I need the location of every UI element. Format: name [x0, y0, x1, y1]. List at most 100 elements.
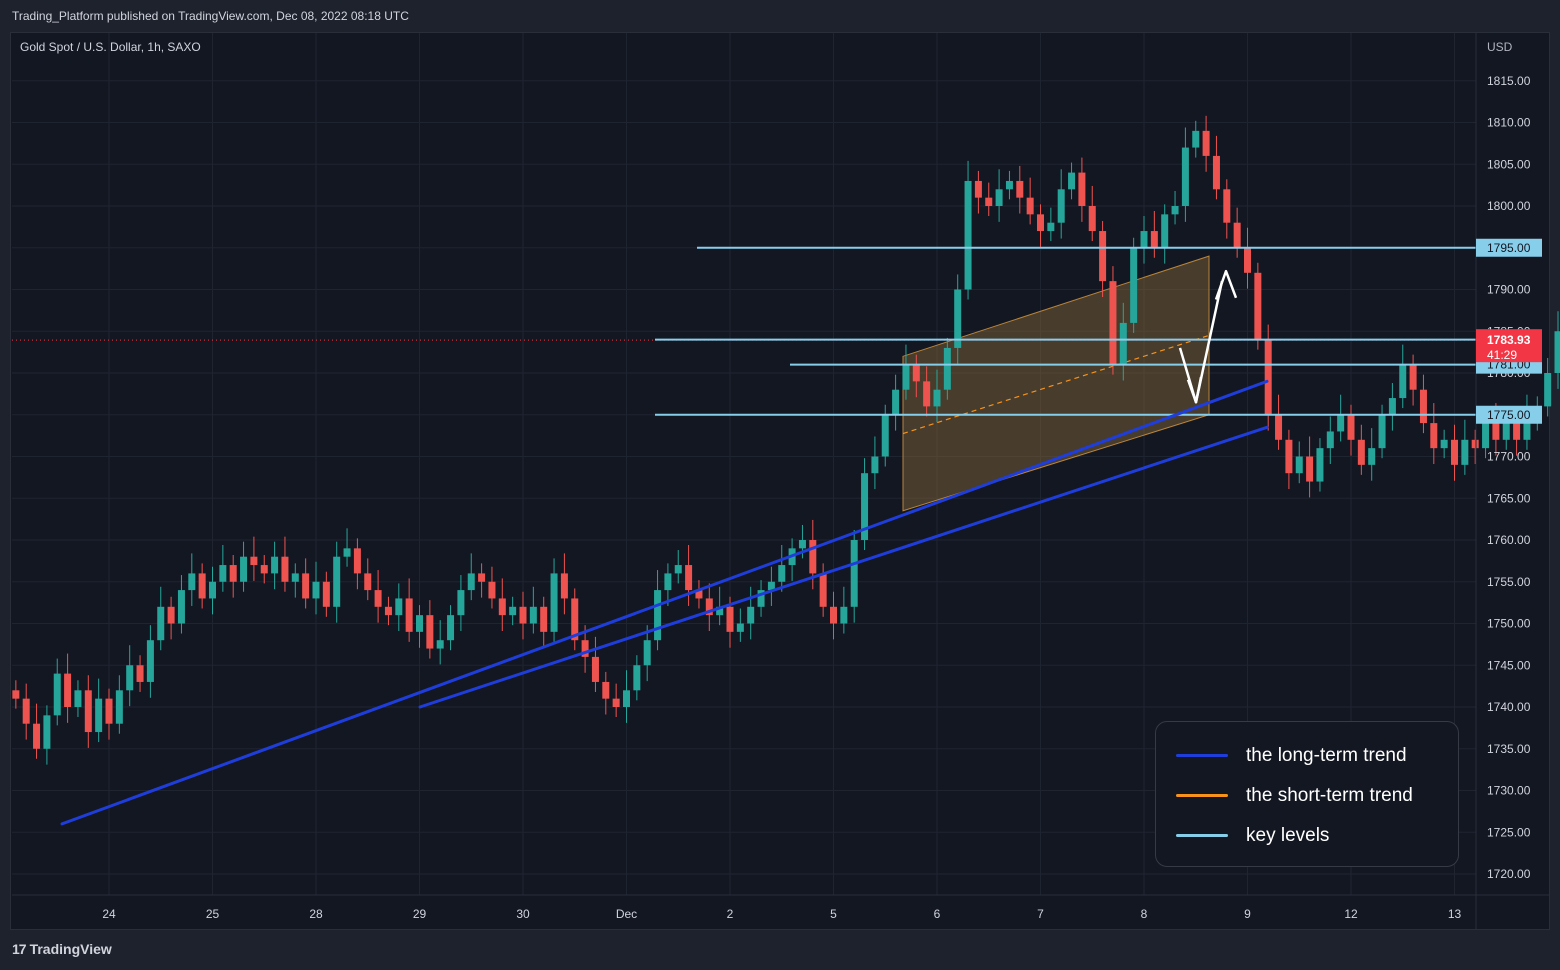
candle-body [1005, 180, 1013, 190]
candle-body [498, 598, 506, 616]
candle-body [550, 573, 558, 632]
candle-body [705, 598, 713, 616]
y-tick-label: 1760.00 [1487, 533, 1531, 547]
candle-body [529, 606, 537, 624]
candle-body [1099, 231, 1107, 282]
candle-body [1192, 130, 1200, 148]
candle-body [105, 698, 113, 724]
candle-body [1130, 247, 1138, 323]
candle-body [1399, 364, 1407, 399]
candle-body [830, 606, 837, 624]
candle-body [819, 573, 827, 607]
candle-body [43, 715, 51, 749]
candle-body [353, 548, 361, 574]
tradingview-logo[interactable]: 17 TradingView [12, 941, 112, 957]
candle-body [302, 573, 310, 599]
candle-body [1285, 439, 1293, 474]
candle-body [1409, 364, 1417, 390]
candle-body [1554, 331, 1560, 373]
candle-body [1337, 414, 1345, 432]
candle-body [840, 606, 848, 624]
candle-body [757, 590, 765, 607]
candle-body [736, 623, 744, 632]
trend-lines[interactable] [60, 379, 1269, 826]
candle-body [964, 180, 972, 290]
legend-label-short-trend: the short-term trend [1246, 785, 1413, 806]
candle-body [612, 698, 620, 707]
candle-body [1140, 231, 1148, 248]
candle-body [198, 573, 206, 599]
candle-body [322, 581, 330, 607]
key-levels[interactable] [12, 246, 1476, 416]
footer-bar [0, 934, 1560, 970]
candle-body [1068, 172, 1076, 190]
candle-body [177, 590, 185, 624]
candle-body [716, 606, 724, 616]
candle-body [1171, 206, 1179, 215]
candle-body [1419, 389, 1427, 424]
candle-body [312, 581, 320, 599]
legend-item-long-trend: the long-term trend [1174, 741, 1454, 771]
candle-body [1295, 456, 1303, 474]
symbol-title[interactable]: Gold Spot / U.S. Dollar, 1h, SAXO [20, 40, 201, 54]
key-level-tag-label: 1795.00 [1487, 241, 1531, 255]
y-tick-label: 1770.00 [1487, 450, 1531, 464]
y-tick-label: 1790.00 [1487, 283, 1531, 297]
key-level-tag [1476, 238, 1542, 257]
candle-body [1502, 423, 1510, 440]
y-tick-label: 1800.00 [1487, 199, 1531, 213]
publish-info: Trading_Platform published on TradingVie… [12, 9, 409, 23]
candle-body [560, 573, 568, 599]
key-level-tag [1476, 405, 1542, 424]
legend-swatch-key-levels [1176, 834, 1228, 837]
candle-body [1430, 423, 1438, 449]
candle-body [1306, 456, 1314, 482]
candle-body [1544, 373, 1552, 407]
candle-body [126, 665, 134, 691]
candle-body [1078, 172, 1086, 206]
candle-body [33, 723, 41, 749]
tradingview-brand: TradingView [29, 941, 112, 957]
candle-body [933, 389, 941, 407]
projection-arrows[interactable] [1178, 269, 1238, 404]
candle-body [84, 690, 92, 733]
candle-body [1161, 214, 1169, 248]
x-tick-label: 2 [727, 907, 734, 921]
candle-body [64, 673, 72, 707]
candle-body [1047, 222, 1055, 232]
projection-arrowhead-up [1214, 269, 1238, 300]
candle-body [881, 414, 889, 457]
tradingview-logo-icon: 17 [12, 941, 27, 957]
chart-legend: the long-term trend the short-term trend… [1155, 721, 1459, 867]
x-tick-label: 28 [309, 907, 323, 921]
candle-body [1275, 414, 1283, 440]
y-tick-label: 1810.00 [1487, 116, 1531, 130]
candle-body [1254, 272, 1262, 340]
legend-item-key-levels: key levels [1174, 821, 1454, 851]
candle-body [1347, 414, 1355, 440]
candle-body [250, 556, 258, 566]
candle-body [871, 456, 879, 474]
candle-body [1223, 189, 1231, 223]
y-tick-label: 1735.00 [1487, 742, 1531, 756]
legend-item-short-trend: the short-term trend [1174, 781, 1454, 811]
candle-body [747, 606, 755, 624]
candle-body [343, 548, 351, 557]
y-tick-label: 1805.00 [1487, 157, 1531, 171]
candle-body [209, 581, 216, 599]
candle-body [1388, 398, 1396, 415]
candle-body [778, 565, 786, 582]
candle-body [1016, 180, 1024, 198]
y-tick-label: 1725.00 [1487, 825, 1531, 839]
x-tick-label: 6 [934, 907, 941, 921]
candle-body [591, 656, 599, 682]
candle-body [1244, 247, 1251, 273]
candle-body [405, 598, 413, 632]
candle-body [1461, 439, 1469, 465]
candle-body [954, 289, 962, 348]
candle-body [219, 565, 227, 582]
currency-label: USD [1487, 40, 1513, 54]
y-tick-label: 1730.00 [1487, 784, 1531, 798]
